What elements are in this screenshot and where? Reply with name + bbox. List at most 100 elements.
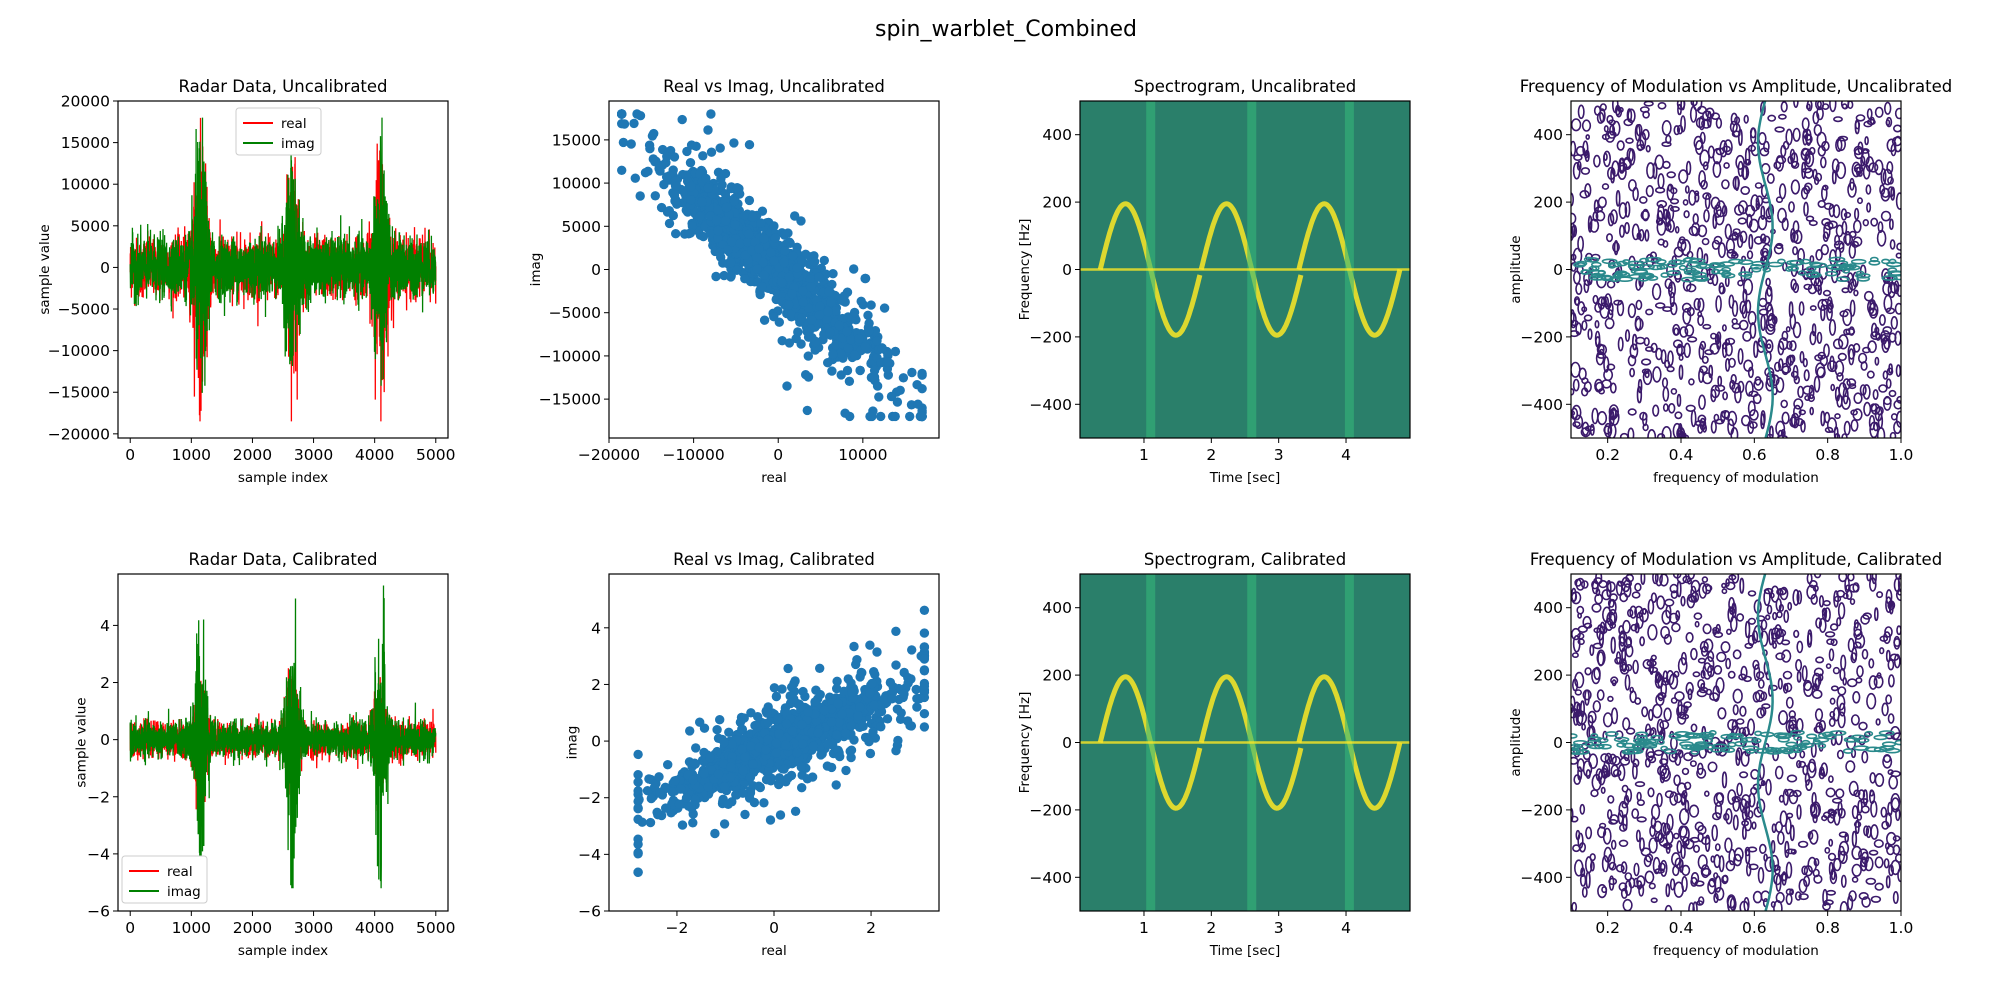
y-tick-label: 5000: [562, 218, 601, 236]
scatter-point: [650, 191, 660, 201]
scatter-point: [713, 233, 723, 243]
scatter-point: [757, 206, 768, 216]
scatter-point: [825, 327, 835, 338]
scatter-point: [872, 336, 882, 346]
x-axis-label: real: [761, 470, 787, 486]
scatter-point: [802, 326, 812, 337]
x-tick-label: 5000: [416, 446, 455, 464]
scatter-point: [874, 392, 884, 402]
scatter-point: [759, 315, 770, 325]
x-tick-label: 1000: [172, 446, 211, 464]
scatter-point: [705, 229, 716, 239]
scatter-point: [726, 237, 737, 247]
scatter-point: [711, 215, 722, 226]
scatter-point: [869, 365, 880, 376]
scatter-point: [805, 274, 816, 284]
scatter-point: [783, 300, 794, 310]
scatter-point: [886, 391, 897, 402]
scatter-point: [697, 197, 707, 207]
scatter-point: [747, 212, 758, 222]
scatter-point: [776, 277, 787, 288]
scatter-point: [664, 218, 675, 229]
scatter-point: [890, 346, 901, 357]
scatter-point: [856, 296, 866, 306]
scatter-point: [809, 257, 820, 267]
scatter-point: [740, 250, 751, 260]
scatter-point: [842, 365, 853, 376]
scatter-point: [821, 269, 831, 279]
scatter-point: [912, 380, 922, 390]
scatter-point: [706, 109, 716, 119]
scatter-point: [617, 165, 627, 175]
scatter-point: [792, 263, 802, 273]
scatter-point: [769, 221, 779, 231]
scatter-point: [846, 334, 856, 345]
scatter-point: [892, 397, 903, 407]
scatter-point: [715, 143, 725, 153]
scatter-point: [798, 297, 808, 307]
scatter-point: [630, 173, 640, 183]
scatter-point: [769, 312, 779, 322]
legend: real imag: [235, 107, 322, 156]
y-tick-label: −15000: [539, 391, 601, 409]
scatter-point: [743, 229, 754, 239]
scatter-point: [758, 257, 768, 268]
scatter-point: [647, 131, 658, 141]
scatter-point: [876, 411, 886, 422]
scatter-point: [793, 327, 803, 337]
scatter-point: [801, 249, 811, 259]
y-tick-label: −10000: [539, 347, 601, 365]
scatter-point: [917, 368, 927, 379]
scatter-point: [803, 372, 814, 382]
scatter-point: [644, 140, 655, 150]
scatter-point: [831, 340, 841, 350]
x-tick-label: 10000: [838, 446, 887, 464]
y-tick-label: 0: [591, 261, 601, 279]
scatter-point: [877, 343, 887, 354]
scatter-point: [849, 264, 859, 274]
scatter-point: [662, 151, 672, 162]
scatter-point: [715, 247, 725, 258]
y-tick-label: 20000: [61, 93, 110, 111]
scatter-point: [834, 320, 845, 331]
scatter-point: [798, 286, 808, 296]
scatter-point: [685, 158, 696, 168]
scatter-point: [819, 255, 829, 266]
scatter-point: [860, 341, 871, 352]
scatter-point: [632, 109, 642, 119]
scatter-point: [802, 405, 812, 416]
scatter-point: [720, 216, 731, 226]
scatter-point: [686, 195, 696, 205]
scatter-point: [744, 195, 755, 206]
scatter-point: [785, 238, 795, 248]
scatter-point: [803, 351, 813, 361]
scatter-point: [671, 181, 681, 191]
y-tick-label: −20000: [48, 425, 110, 443]
scatter-points: [617, 109, 927, 422]
scatter-point: [813, 319, 824, 329]
scatter-point: [804, 303, 814, 313]
scatter-point: [784, 272, 795, 282]
scatter-point: [740, 274, 750, 284]
scatter-point: [725, 257, 736, 268]
scatter-point: [863, 326, 874, 336]
y-axis-label: sample value: [37, 224, 53, 314]
scatter-point: [703, 183, 713, 193]
x-tick-label: −20000: [578, 446, 640, 464]
scatter-point: [695, 211, 705, 222]
scatter-point: [872, 381, 883, 391]
scatter-point: [869, 372, 880, 382]
scatter-point: [865, 411, 875, 422]
scatter-point: [842, 326, 852, 337]
scatter-point: [806, 315, 817, 325]
scatter-point: [815, 301, 825, 311]
scatter-point: [769, 256, 779, 266]
scatter-point: [629, 118, 639, 129]
figure-title: spin_warblet_Combined: [875, 17, 1137, 42]
scatter-point: [788, 251, 798, 261]
scatter-point: [835, 348, 846, 359]
y-tick-label: 10000: [61, 176, 110, 194]
scatter-point: [905, 411, 915, 422]
scatter-point: [814, 272, 824, 282]
scatter-point: [721, 202, 732, 213]
